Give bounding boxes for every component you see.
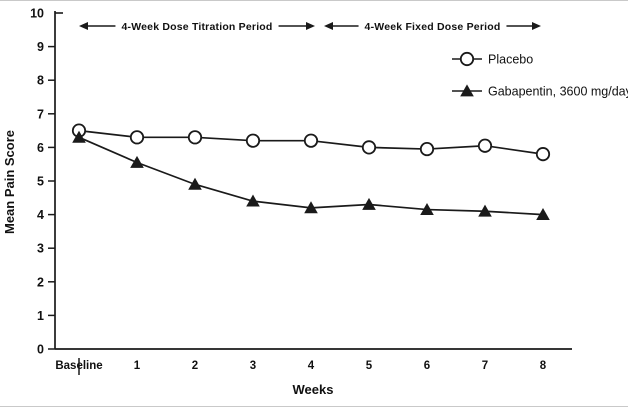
marker-circle-icon [187, 130, 203, 145]
y-tick-label: 5 [37, 175, 44, 189]
marker-triangle-icon [246, 194, 260, 207]
annotation-label-4-week-dose-titration-period: 4-Week Dose Titration Period [121, 21, 272, 33]
y-tick-label: 2 [37, 275, 44, 289]
y-tick-label: 1 [37, 309, 44, 323]
marker-triangle-icon [72, 130, 86, 143]
marker-circle-icon [459, 51, 475, 67]
arrowhead-left-icon [324, 22, 333, 30]
marker-circle-icon [477, 138, 493, 153]
y-tick-label: 7 [37, 107, 44, 121]
x-tick-label: 1 [134, 360, 141, 372]
y-tick-label: 0 [37, 343, 44, 357]
marker-triangle-icon [304, 201, 318, 214]
x-tick-label: 3 [250, 360, 256, 372]
marker-circle-icon [419, 141, 435, 157]
y-tick-label: 10 [30, 7, 44, 21]
legend-label-placebo: Placebo [488, 53, 533, 67]
marker-circle-icon [245, 133, 261, 148]
y-tick-label: 4 [37, 208, 44, 222]
y-tick-label: 8 [37, 74, 44, 88]
x-tick-label: 2 [192, 360, 198, 372]
marker-circle-icon [129, 130, 145, 145]
annotation-label-4-week-fixed-dose-period: 4-Week Fixed Dose Period [365, 21, 501, 33]
x-tick-label: 5 [366, 360, 373, 372]
marker-circle-icon [303, 133, 319, 148]
y-tick-label: 9 [37, 40, 44, 54]
arrowhead-right-icon [532, 22, 541, 30]
marker-triangle-icon [478, 204, 492, 217]
marker-triangle-icon [362, 197, 376, 210]
arrowhead-right-icon [306, 22, 315, 30]
x-tick-label: 6 [424, 360, 430, 372]
marker-triangle-icon [536, 208, 550, 220]
x-tick-label: 8 [540, 360, 547, 372]
marker-circle-icon [535, 147, 551, 162]
marker-circle-icon [361, 140, 377, 155]
x-tick-label: 7 [482, 360, 488, 372]
marker-triangle-icon [188, 177, 202, 190]
marker-triangle-icon [130, 155, 144, 168]
marker-triangle-icon [460, 84, 474, 97]
marker-triangle-icon [420, 202, 434, 215]
x-axis-title: Weeks [293, 382, 334, 397]
x-tick-label: 4 [308, 360, 315, 372]
y-tick-label: 6 [37, 141, 44, 155]
arrowhead-left-icon [79, 22, 88, 30]
y-axis-title: Mean Pain Score [2, 130, 17, 234]
y-tick-label: 3 [37, 242, 44, 256]
legend-label-gabapentin-3600-mg-day: Gabapentin, 3600 mg/day [488, 85, 628, 99]
